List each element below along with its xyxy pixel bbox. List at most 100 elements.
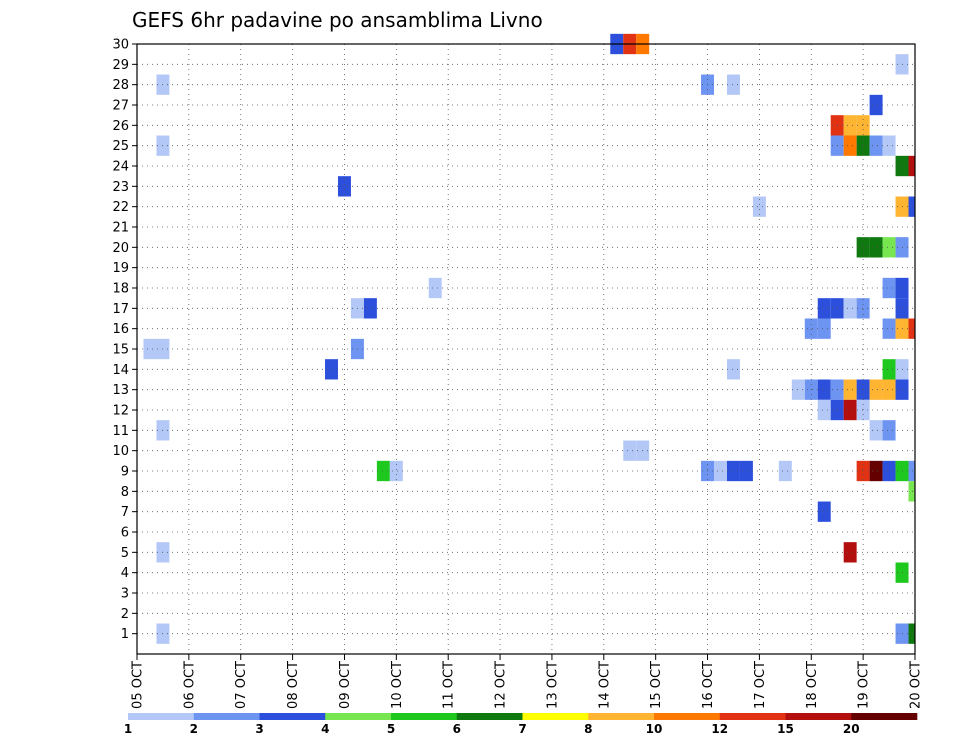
precip-cell [856,237,870,258]
y-tick-label: 9 [121,465,129,480]
precip-cell [739,460,753,482]
colorbar-swatch [128,713,195,720]
precip-cell [882,420,896,441]
y-tick-label: 30 [112,38,129,53]
x-tick-label: 13 OCT [545,661,560,709]
x-tick-label: 17 OCT [753,661,768,709]
colorbar-label: 7 [518,722,526,736]
precip-cell [908,196,915,217]
y-tick-label: 2 [121,607,129,622]
precip-cell [908,318,915,339]
precip-cell [726,460,740,482]
precip-cell [726,74,740,95]
y-tick-label: 1 [121,627,129,642]
precip-cell [882,460,896,482]
colorbar-swatch [719,713,786,720]
y-tick-label: 28 [112,78,129,93]
x-tick-label: 20 OCT [909,661,924,709]
precip-cell [869,237,883,258]
x-tick-label: 10 OCT [390,661,405,709]
x-tick-label: 16 OCT [701,661,716,709]
y-tick-label: 29 [112,58,129,73]
x-tick-label: 08 OCT [286,661,301,709]
y-tick-label: 17 [112,302,129,317]
precip-cell [752,196,766,217]
colorbar-swatch [588,713,655,720]
precip-cell [869,94,883,116]
x-tick-label: 05 OCT [131,661,146,709]
precip-cell [817,501,831,522]
colorbar-swatch [785,713,852,720]
precip-cell [856,460,870,482]
precip-cell [623,440,637,461]
precip-cell [428,277,442,299]
y-tick-label: 27 [112,99,129,114]
precip-cell [817,379,831,400]
precip-cell [804,318,818,339]
y-tick-label: 6 [121,526,129,541]
y-tick-label: 20 [112,241,129,256]
y-tick-label: 7 [121,505,129,520]
colorbar-swatch [851,713,918,720]
precip-cell [869,379,883,400]
colorbar-swatch [456,713,523,720]
precip-cell [843,379,857,400]
precip-cell [843,399,857,421]
colorbar-label: 3 [255,722,263,736]
plot-frame [136,43,916,655]
colorbar-swatch [193,713,260,720]
y-tick-label: 26 [112,119,129,134]
colorbar-label: 5 [387,722,395,736]
y-tick-label: 14 [112,363,129,378]
y-tick-label: 3 [121,587,129,602]
colorbar-label: 6 [453,722,461,736]
y-tick-label: 5 [121,546,129,561]
colorbar-label: 4 [321,722,329,736]
precip-cell [843,298,857,319]
precip-cell [363,298,377,319]
y-tick-label: 24 [112,160,129,175]
y-tick-label: 19 [112,261,129,276]
precip-cell [882,135,896,156]
y-tick-label: 18 [112,282,129,297]
y-tick-label: 11 [112,424,129,439]
precip-cell [856,135,870,156]
precip-cell [908,155,915,177]
precip-cell [908,460,915,482]
y-axis: 1234567891011121314151617181920212223242… [112,38,137,642]
precip-cell [376,460,390,482]
y-tick-label: 16 [112,322,129,337]
colorbar-swatch [522,713,589,720]
x-tick-label: 19 OCT [857,661,872,709]
colorbar-label: 20 [843,722,860,736]
precip-cell [882,277,896,299]
y-tick-label: 23 [112,180,129,195]
colorbar-swatch [259,713,326,720]
colorbar-swatch [325,713,392,720]
colorbar-label: 1 [124,722,132,736]
colorbar-swatch [654,713,721,720]
colorbar-label: 8 [584,722,592,736]
grid-lines [137,44,915,654]
y-tick-label: 15 [112,343,129,358]
y-tick-label: 8 [121,485,129,500]
chart-title: GEFS 6hr padavine po ansamblima Livno [132,8,543,32]
precip-cell [714,460,727,482]
y-tick-label: 25 [112,139,129,154]
precip-cell [908,481,915,502]
x-tick-label: 06 OCT [182,661,197,709]
x-tick-label: 18 OCT [805,661,820,709]
precip-cell [882,318,896,339]
precip-cell [389,460,403,482]
precip-cell [908,623,915,644]
y-tick-label: 22 [112,200,129,215]
y-tick-label: 12 [112,404,129,419]
precip-cell [843,135,857,156]
x-tick-label: 15 OCT [649,661,664,709]
precip-cell [882,379,896,400]
colorbar-label: 12 [711,722,728,736]
x-tick-label: 11 OCT [442,661,457,709]
precip-cell [791,379,805,400]
x-tick-label: 14 OCT [597,661,612,709]
